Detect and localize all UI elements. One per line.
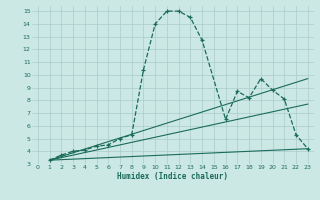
X-axis label: Humidex (Indice chaleur): Humidex (Indice chaleur) [117, 172, 228, 181]
